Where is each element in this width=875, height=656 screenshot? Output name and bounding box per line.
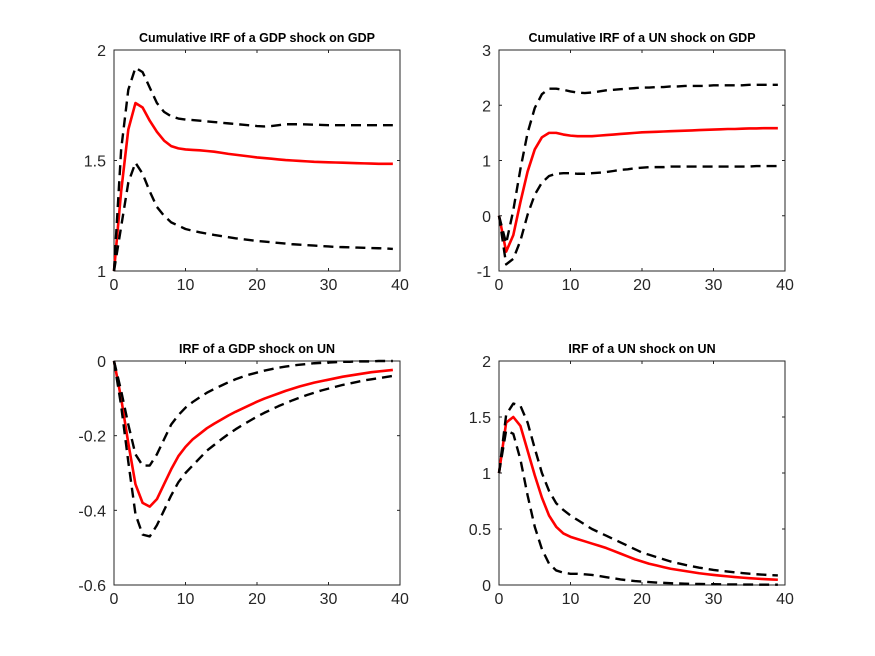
series-line-estimate xyxy=(112,101,393,272)
x-tick-label: 10 xyxy=(562,591,580,608)
x-tick-label: 40 xyxy=(391,591,409,608)
series-line-estimate xyxy=(497,415,778,582)
y-tick-label: 2 xyxy=(482,354,491,371)
y-tick-label: 1 xyxy=(482,466,491,483)
y-tick-label: 1.5 xyxy=(469,410,491,427)
y-tick-label: 0 xyxy=(97,354,106,371)
series-line-upper-band xyxy=(497,402,778,577)
x-tick-label: 40 xyxy=(776,591,794,608)
chart-title: IRF of a GDP shock on UN xyxy=(179,342,335,356)
x-tick-label: 40 xyxy=(776,277,794,294)
y-tick-label: -0.4 xyxy=(78,503,106,520)
y-tick-label: 1 xyxy=(97,264,106,281)
plot-frame xyxy=(498,49,786,272)
panel-gdp-shock-on-un: 0 10 20 30 40 -0.6 -0.4 -0.2 0 IRF of a GDP shock… xyxy=(78,342,409,608)
x-tick-label: 20 xyxy=(633,591,651,608)
x-tick-label: 0 xyxy=(495,277,504,294)
x-tick-label: 30 xyxy=(320,591,338,608)
plot-frame xyxy=(113,360,401,586)
series-line-estimate xyxy=(497,126,778,253)
y-tick-label: -1 xyxy=(477,264,491,281)
chart-title: IRF of a UN shock on UN xyxy=(568,342,715,356)
series-line-lower-band xyxy=(112,161,393,272)
x-tick-label: 20 xyxy=(248,277,266,294)
x-tick-label: 40 xyxy=(391,277,409,294)
x-tick-label: 30 xyxy=(320,277,338,294)
y-tick-label: -0.2 xyxy=(78,429,106,446)
panel-gdp-shock-on-gdp: 0 10 20 30 40 1 1.5 2 Cumulative IRF of a GDP sh… xyxy=(84,31,409,294)
y-tick-label: -0.6 xyxy=(78,578,106,595)
x-tick-label: 10 xyxy=(177,591,195,608)
series-line-estimate xyxy=(112,360,393,508)
x-tick-label: 0 xyxy=(110,277,119,294)
series-line-lower-band xyxy=(112,360,394,538)
y-tick-label: 1.5 xyxy=(84,154,106,171)
series-line-lower-band xyxy=(497,164,778,266)
x-tick-label: 30 xyxy=(705,277,723,294)
x-tick-label: 10 xyxy=(177,277,195,294)
y-tick-label: 3 xyxy=(482,43,491,60)
chart-title: Cumulative IRF of a UN shock on GDP xyxy=(528,31,755,45)
x-tick-label: 20 xyxy=(633,277,651,294)
y-tick-label: 0 xyxy=(482,209,491,226)
series-line-upper-band xyxy=(112,359,393,467)
chart-title: Cumulative IRF of a GDP shock on GDP xyxy=(139,31,375,45)
y-tick-label: 0 xyxy=(482,578,491,595)
x-tick-label: 20 xyxy=(248,591,266,608)
y-tick-label: 2 xyxy=(482,98,491,115)
series-line-upper-band xyxy=(497,83,778,245)
x-tick-label: 0 xyxy=(110,591,119,608)
y-tick-label: 2 xyxy=(97,43,106,60)
y-tick-label: 0.5 xyxy=(469,522,491,539)
series-line-lower-band xyxy=(497,429,778,586)
x-tick-label: 30 xyxy=(705,591,723,608)
x-tick-label: 10 xyxy=(562,277,580,294)
plot-frame xyxy=(113,49,401,272)
x-tick-label: 0 xyxy=(495,591,504,608)
panel-un-shock-on-un: 0 10 20 30 40 0 0.5 1 1.5 2 IRF of a UN shock on U… xyxy=(469,342,794,608)
y-tick-label: 1 xyxy=(482,154,491,171)
